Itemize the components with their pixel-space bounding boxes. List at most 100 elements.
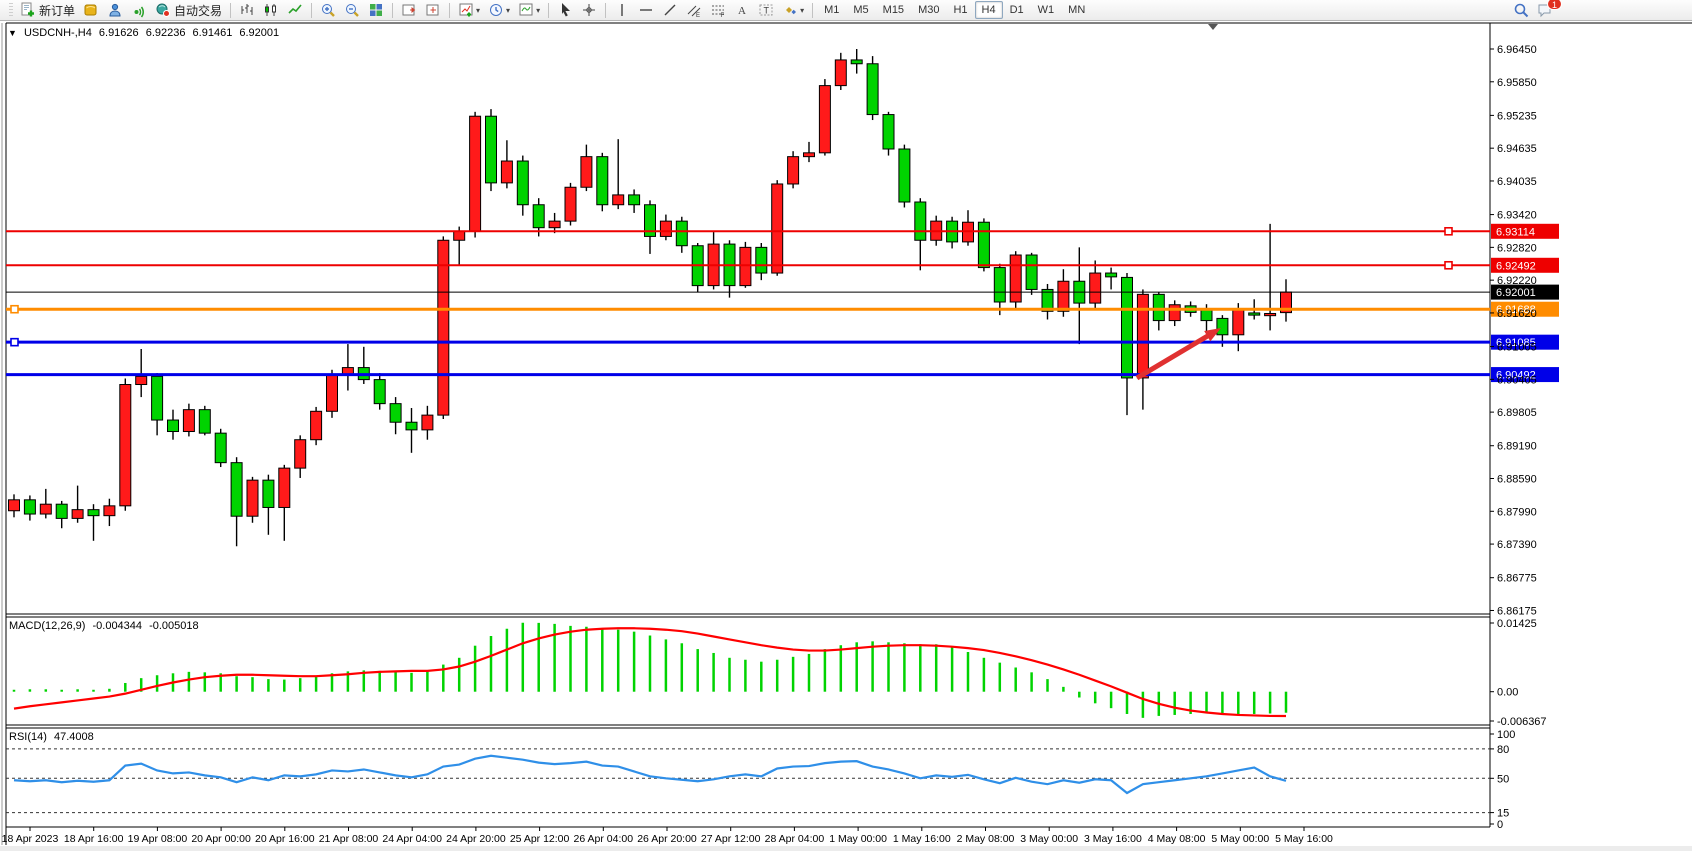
candle-body xyxy=(167,419,179,433)
arrow-annotation-line[interactable] xyxy=(1135,330,1214,381)
notification-badge: 1 xyxy=(1546,0,1562,10)
timeframe-w1-button[interactable]: W1 xyxy=(1037,4,1055,16)
candle-body xyxy=(1121,276,1133,379)
bar-chart-button[interactable] xyxy=(235,1,259,20)
tile-windows-button[interactable] xyxy=(364,1,388,20)
timeframe-h1-button[interactable]: H1 xyxy=(953,4,968,16)
chart-shift-marker-icon[interactable] xyxy=(1208,24,1218,30)
line-chart-button[interactable] xyxy=(283,1,307,20)
candle-body xyxy=(977,221,990,269)
channel-button[interactable]: E xyxy=(682,1,706,20)
signals-button[interactable] xyxy=(127,1,151,20)
time-axis-label: 20 Apr 00:00 xyxy=(191,833,251,845)
chart-symbol-header[interactable]: ▼ USDCNH-,H4 6.91626 6.92236 6.91461 6.9… xyxy=(8,27,283,39)
tile-windows-icon xyxy=(370,4,383,16)
candle-body xyxy=(755,246,768,274)
text-button[interactable]: A xyxy=(730,1,754,20)
auto-scroll-button[interactable] xyxy=(397,1,421,20)
time-axis-label: 18 Apr 16:00 xyxy=(64,833,124,845)
new-order-button[interactable]: 新订单 xyxy=(16,1,79,20)
timeframe-m15-button[interactable]: M15 xyxy=(882,4,905,16)
price-axis-tick-label: 6.87390 xyxy=(1497,539,1537,551)
candle-body xyxy=(103,505,116,517)
toolbar-right-group: 1 xyxy=(1509,0,1692,20)
candle-body xyxy=(787,156,800,185)
crosshair-button[interactable] xyxy=(577,1,601,20)
candle-body xyxy=(405,421,418,431)
toolbar-grip[interactable] xyxy=(9,3,13,17)
candle-body xyxy=(39,503,52,515)
chevron-down-icon[interactable]: ▾ xyxy=(476,5,481,15)
timeframe-m5-button[interactable]: M5 xyxy=(853,4,869,16)
line-handle[interactable] xyxy=(1444,226,1453,236)
fibonacci-button[interactable]: F xyxy=(706,1,730,20)
horizontal-line-button[interactable] xyxy=(634,1,658,20)
autotrade-icon xyxy=(156,3,171,17)
candle-body xyxy=(1025,254,1038,290)
trendline-icon xyxy=(664,4,676,16)
chat-button[interactable]: 1 xyxy=(1533,0,1572,20)
timeframe-d1-button[interactable]: D1 xyxy=(1009,4,1024,16)
candle-body xyxy=(1216,317,1229,336)
indicators-button[interactable]: ▾ xyxy=(454,1,484,20)
open-value: 6.91626 xyxy=(98,27,139,39)
search-button[interactable] xyxy=(1509,1,1533,20)
candle-body xyxy=(1248,312,1261,316)
time-axis-label: 3 May 00:00 xyxy=(1020,833,1078,845)
template-icon xyxy=(519,3,533,16)
price-axis-tick-label: 6.86775 xyxy=(1497,573,1537,585)
auto-trading-button[interactable]: 自动交易 xyxy=(151,1,226,20)
macd-main-value: -0.004344 xyxy=(92,620,143,632)
svg-text:F: F xyxy=(721,13,725,18)
styler-button[interactable] xyxy=(79,1,103,20)
profile-button[interactable] xyxy=(103,1,127,20)
candle-chart-button[interactable] xyxy=(259,1,283,20)
vertical-line-button[interactable] xyxy=(610,1,634,20)
candle-body xyxy=(8,499,20,512)
timeframe-m1-button[interactable]: M1 xyxy=(824,4,840,16)
timeframe-mn-button[interactable]: MN xyxy=(1068,4,1086,16)
arrow-annotation-head[interactable] xyxy=(1204,328,1221,342)
price-label-box xyxy=(1491,334,1559,350)
timeframe-m30-button[interactable]: M30 xyxy=(918,4,940,16)
zoom-out-icon xyxy=(346,4,359,17)
text-label-button[interactable]: T xyxy=(754,1,778,20)
price-label-box xyxy=(1491,301,1559,317)
time-axis-label: 4 May 08:00 xyxy=(1148,833,1206,845)
toolbar-separator xyxy=(311,2,313,18)
cursor-button[interactable] xyxy=(553,1,577,20)
time-axis-label: 27 Apr 12:00 xyxy=(701,833,761,845)
candle-body xyxy=(246,479,259,517)
candle-body xyxy=(644,204,656,237)
collapse-arrow-icon[interactable]: ▼ xyxy=(8,28,17,38)
timeframe-h4-button[interactable]: H4 xyxy=(974,1,1003,19)
chevron-down-icon[interactable]: ▾ xyxy=(506,5,511,15)
line-handle[interactable] xyxy=(10,337,19,347)
line-handle[interactable] xyxy=(1444,260,1453,270)
arrows-button[interactable]: ▾ xyxy=(778,1,808,20)
zoom-out-button[interactable] xyxy=(340,1,364,20)
time-axis-label: 24 Apr 20:00 xyxy=(446,833,506,845)
chevron-down-icon[interactable]: ▾ xyxy=(800,5,805,15)
zoom-in-button[interactable] xyxy=(316,1,340,20)
toolbar-separator xyxy=(812,2,814,18)
channel-icon: E xyxy=(687,5,701,18)
trendline-button[interactable] xyxy=(658,1,682,20)
templates-button[interactable]: ▾ xyxy=(514,1,544,20)
signal-icon xyxy=(134,6,144,18)
chevron-down-icon[interactable]: ▾ xyxy=(536,5,541,15)
macd-axis-tick-label: -0.006367 xyxy=(1497,716,1547,728)
periods-button[interactable]: ▾ xyxy=(484,1,514,20)
price-axis-tick-label: 6.94635 xyxy=(1497,143,1537,155)
time-axis-label: 18 Apr 2023 xyxy=(2,833,59,845)
chart-shift-button[interactable] xyxy=(421,1,445,20)
candle-body xyxy=(628,194,641,206)
candle-body xyxy=(1168,304,1181,322)
rsi-indicator-label: RSI(14) 47.4008 xyxy=(9,731,98,743)
candle-body xyxy=(310,410,323,441)
line-handle[interactable] xyxy=(10,304,19,314)
candle-body xyxy=(1152,293,1165,322)
rsi-name: RSI(14) xyxy=(9,731,47,743)
candle-body xyxy=(214,432,227,464)
